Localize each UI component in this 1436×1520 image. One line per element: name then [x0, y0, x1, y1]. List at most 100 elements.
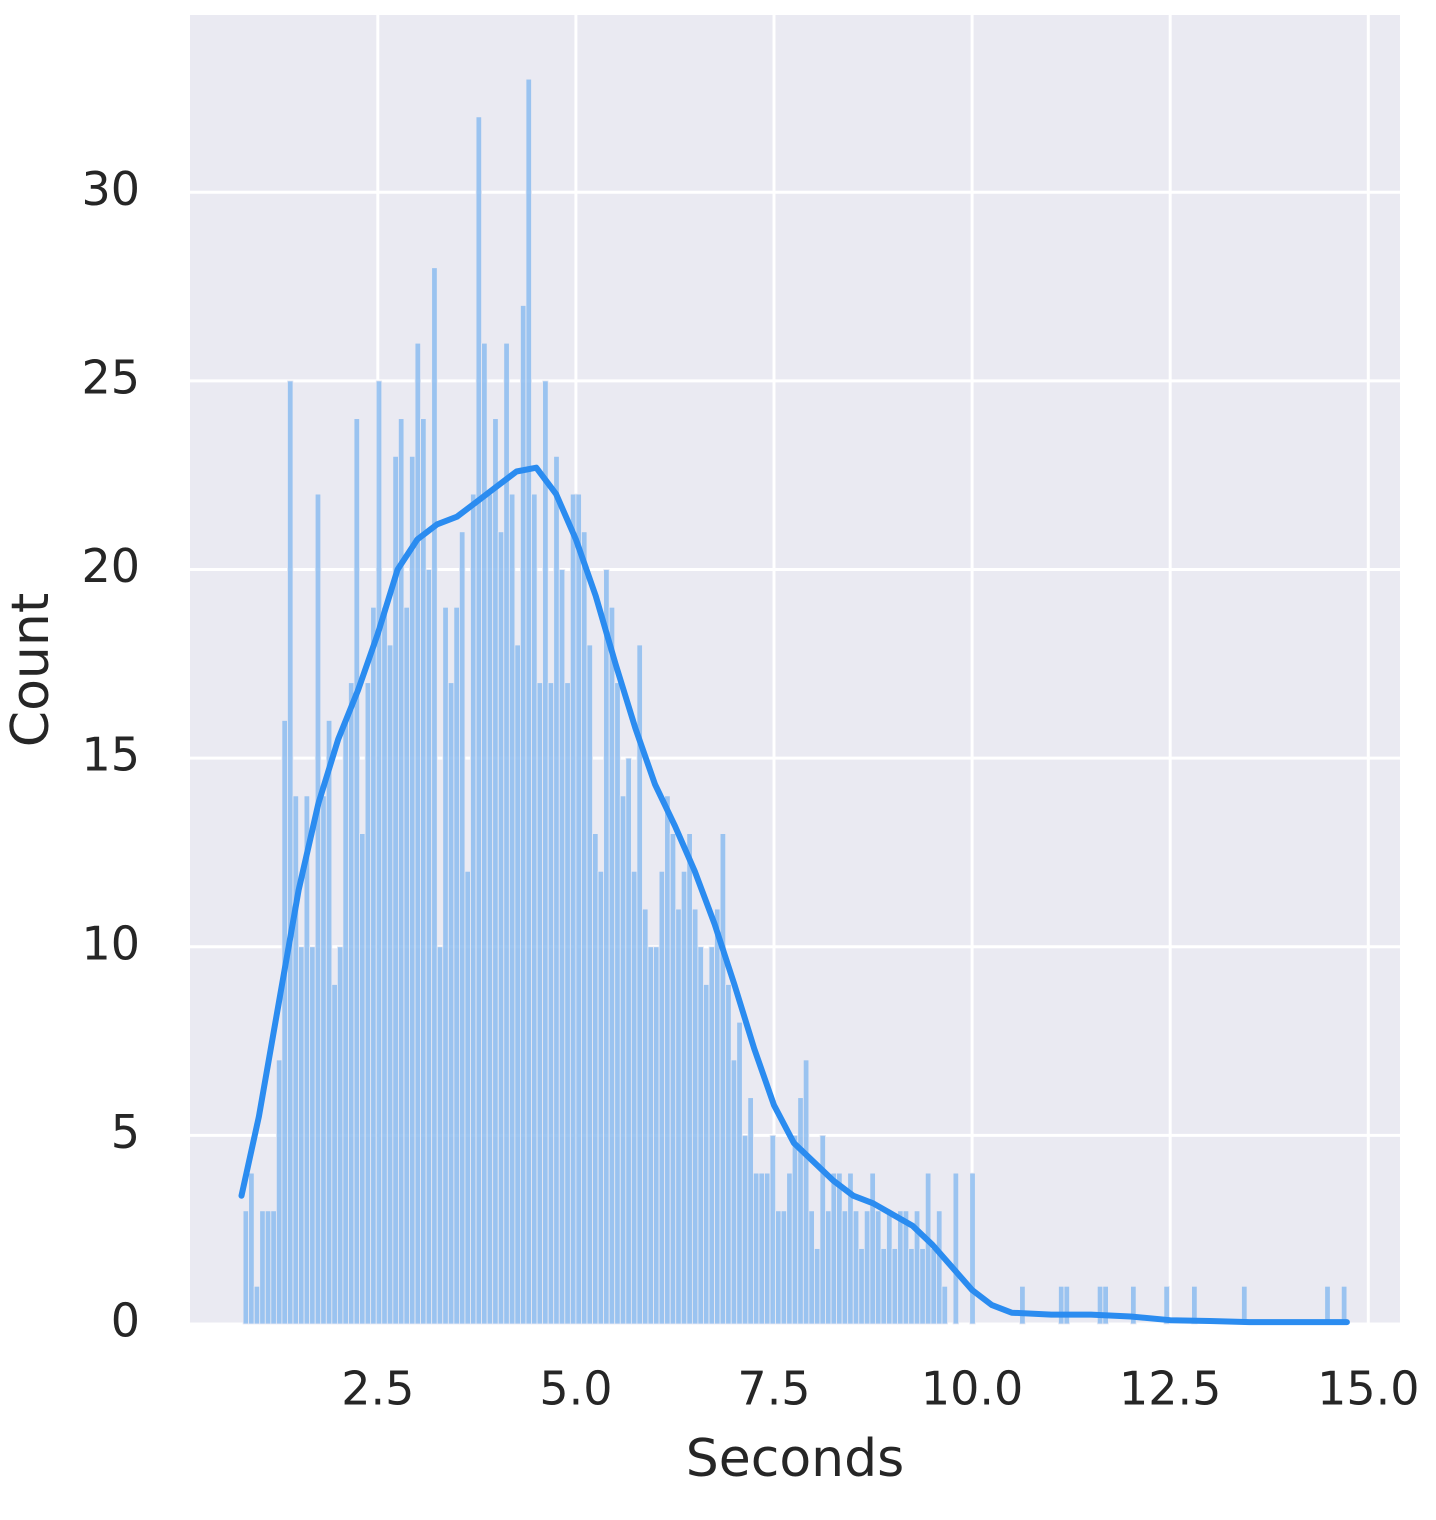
bar — [941, 1285, 948, 1325]
bar — [375, 380, 383, 1325]
bar — [886, 1210, 893, 1325]
bar — [897, 1210, 904, 1325]
bar — [603, 569, 610, 1325]
bar — [353, 418, 360, 1325]
bar — [786, 1172, 793, 1325]
bar — [581, 531, 588, 1325]
bar — [542, 380, 549, 1325]
bar — [697, 946, 704, 1325]
bar — [287, 380, 294, 1325]
bar — [520, 305, 527, 1325]
bar — [969, 1172, 976, 1325]
bar — [264, 1210, 272, 1325]
bar — [747, 1097, 754, 1325]
bar — [680, 870, 688, 1325]
bar — [547, 682, 555, 1325]
bar — [253, 1285, 261, 1325]
bar — [275, 1059, 283, 1325]
bar — [569, 493, 577, 1325]
bar — [825, 1210, 832, 1325]
bar — [298, 946, 305, 1325]
bar — [675, 908, 682, 1325]
bar — [586, 644, 593, 1325]
bar — [924, 1172, 932, 1325]
bar — [381, 606, 388, 1325]
bar — [309, 946, 316, 1325]
bar — [420, 418, 427, 1325]
bar — [531, 493, 538, 1325]
bar — [841, 1210, 849, 1325]
bar — [597, 870, 605, 1325]
bar — [481, 342, 488, 1325]
bar — [908, 1248, 915, 1325]
bar — [719, 833, 727, 1325]
bar — [614, 682, 621, 1325]
bar — [525, 78, 532, 1325]
bar — [930, 1248, 937, 1325]
bar — [830, 1172, 838, 1325]
bar — [797, 1097, 804, 1325]
bar — [281, 720, 288, 1325]
bar — [852, 1210, 860, 1325]
bar — [492, 418, 499, 1325]
y-tick-label: 30 — [81, 162, 140, 216]
bar — [475, 116, 483, 1325]
bar — [869, 1172, 876, 1325]
bar — [442, 606, 449, 1325]
bar — [486, 493, 494, 1325]
bar — [248, 1172, 255, 1325]
bar — [1324, 1285, 1331, 1325]
bar — [952, 1172, 960, 1325]
bar — [409, 455, 416, 1325]
bar — [447, 682, 455, 1325]
bar — [398, 418, 405, 1325]
x-tick-label: 15.0 — [1317, 1362, 1419, 1416]
bar — [1019, 1285, 1026, 1325]
x-tick-label: 12.5 — [1119, 1362, 1221, 1416]
bar — [459, 531, 466, 1325]
bar — [436, 946, 444, 1325]
bar — [592, 833, 599, 1325]
bar — [686, 833, 693, 1325]
bar — [891, 1248, 899, 1325]
bar — [725, 984, 732, 1325]
bar — [619, 795, 627, 1325]
bar — [814, 1248, 821, 1325]
bar — [691, 908, 699, 1325]
bar — [664, 795, 671, 1325]
bar — [625, 757, 632, 1325]
bar — [608, 606, 616, 1325]
bar — [658, 870, 666, 1325]
bar — [553, 455, 560, 1325]
bar — [775, 1210, 782, 1325]
bar — [714, 908, 721, 1325]
bar — [325, 720, 333, 1325]
bar — [314, 493, 322, 1325]
bar — [331, 984, 338, 1325]
bar — [808, 1210, 815, 1325]
bar — [653, 946, 660, 1325]
x-axis-label: Seconds — [686, 1429, 904, 1489]
bar — [708, 946, 715, 1325]
bar — [320, 795, 327, 1325]
bar — [630, 870, 638, 1325]
bar — [336, 946, 344, 1325]
bar — [758, 1172, 765, 1325]
bar — [453, 606, 460, 1325]
bar — [470, 493, 477, 1325]
bar — [370, 606, 377, 1325]
bar — [414, 342, 421, 1325]
bar — [425, 569, 433, 1325]
bar — [836, 1172, 843, 1325]
bar — [259, 1210, 266, 1325]
bar — [514, 644, 521, 1325]
bar — [348, 682, 355, 1325]
bar — [1191, 1285, 1198, 1325]
y-tick-label: 0 — [111, 1294, 140, 1348]
kde-line — [238, 464, 1350, 1326]
y-tick-label: 5 — [111, 1105, 140, 1159]
bar — [802, 1059, 810, 1325]
bar — [364, 682, 372, 1325]
